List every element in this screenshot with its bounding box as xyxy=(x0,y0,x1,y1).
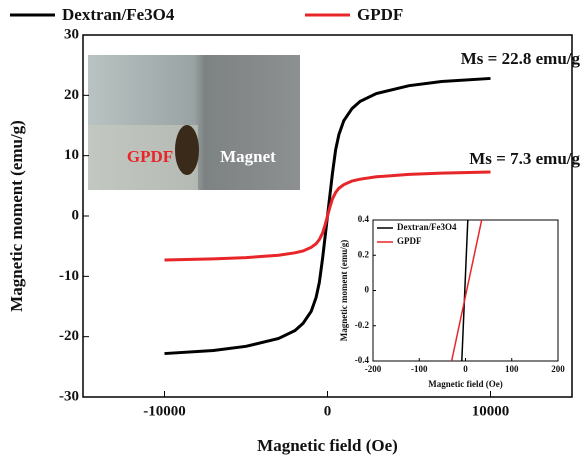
y-tick-label: -20 xyxy=(59,328,79,344)
x-tick-label: -100 xyxy=(411,364,428,374)
x-axis-label: Magnetic field (Oe) xyxy=(257,436,398,455)
particles xyxy=(175,125,199,175)
y-tick-label: 30 xyxy=(64,26,79,42)
y-tick-label: -10 xyxy=(59,268,79,284)
image-label: GPDF xyxy=(127,147,173,166)
y-tick-label: 0.2 xyxy=(358,249,370,259)
photo-inset: GPDF Magnet xyxy=(88,55,300,190)
y-tick-label: 0 xyxy=(365,285,370,295)
legend-label: GPDF xyxy=(397,236,422,246)
y-axis-label: Magnetic moment (emu/g) xyxy=(339,240,349,341)
x-tick-label: 0 xyxy=(463,364,468,374)
image-label: Magnet xyxy=(220,147,276,166)
y-tick-label: 20 xyxy=(64,87,79,103)
x-tick-label: 0 xyxy=(324,403,332,419)
legend-label: Dextran/Fe3O4 xyxy=(62,5,175,24)
y-axis-label: Magnetic moment (emu/g) xyxy=(7,120,26,312)
y-tick-label: 10 xyxy=(64,147,79,163)
y-tick-label: 0.4 xyxy=(358,214,370,224)
x-tick-label: -200 xyxy=(365,364,382,374)
chart: GPDF Magnet -10000010000-30-20-100102030… xyxy=(0,0,587,459)
y-tick-label: 0 xyxy=(72,207,80,223)
x-tick-label: -10000 xyxy=(143,403,186,419)
x-tick-label: 10000 xyxy=(472,403,510,419)
y-tick-label: -30 xyxy=(59,388,79,404)
annotation: Ms = 7.3 emu/g xyxy=(469,149,580,168)
annotation: Ms = 22.8 emu/g xyxy=(461,49,581,68)
y-tick-label: -0.4 xyxy=(355,355,370,365)
legend-label: Dextran/Fe3O4 xyxy=(397,222,457,232)
x-tick-label: 200 xyxy=(551,364,565,374)
x-tick-label: 100 xyxy=(505,364,519,374)
y-tick-label: -0.2 xyxy=(355,320,370,330)
legend-label: GPDF xyxy=(357,5,403,24)
x-axis-label: Magnetic field (Oe) xyxy=(428,379,502,389)
